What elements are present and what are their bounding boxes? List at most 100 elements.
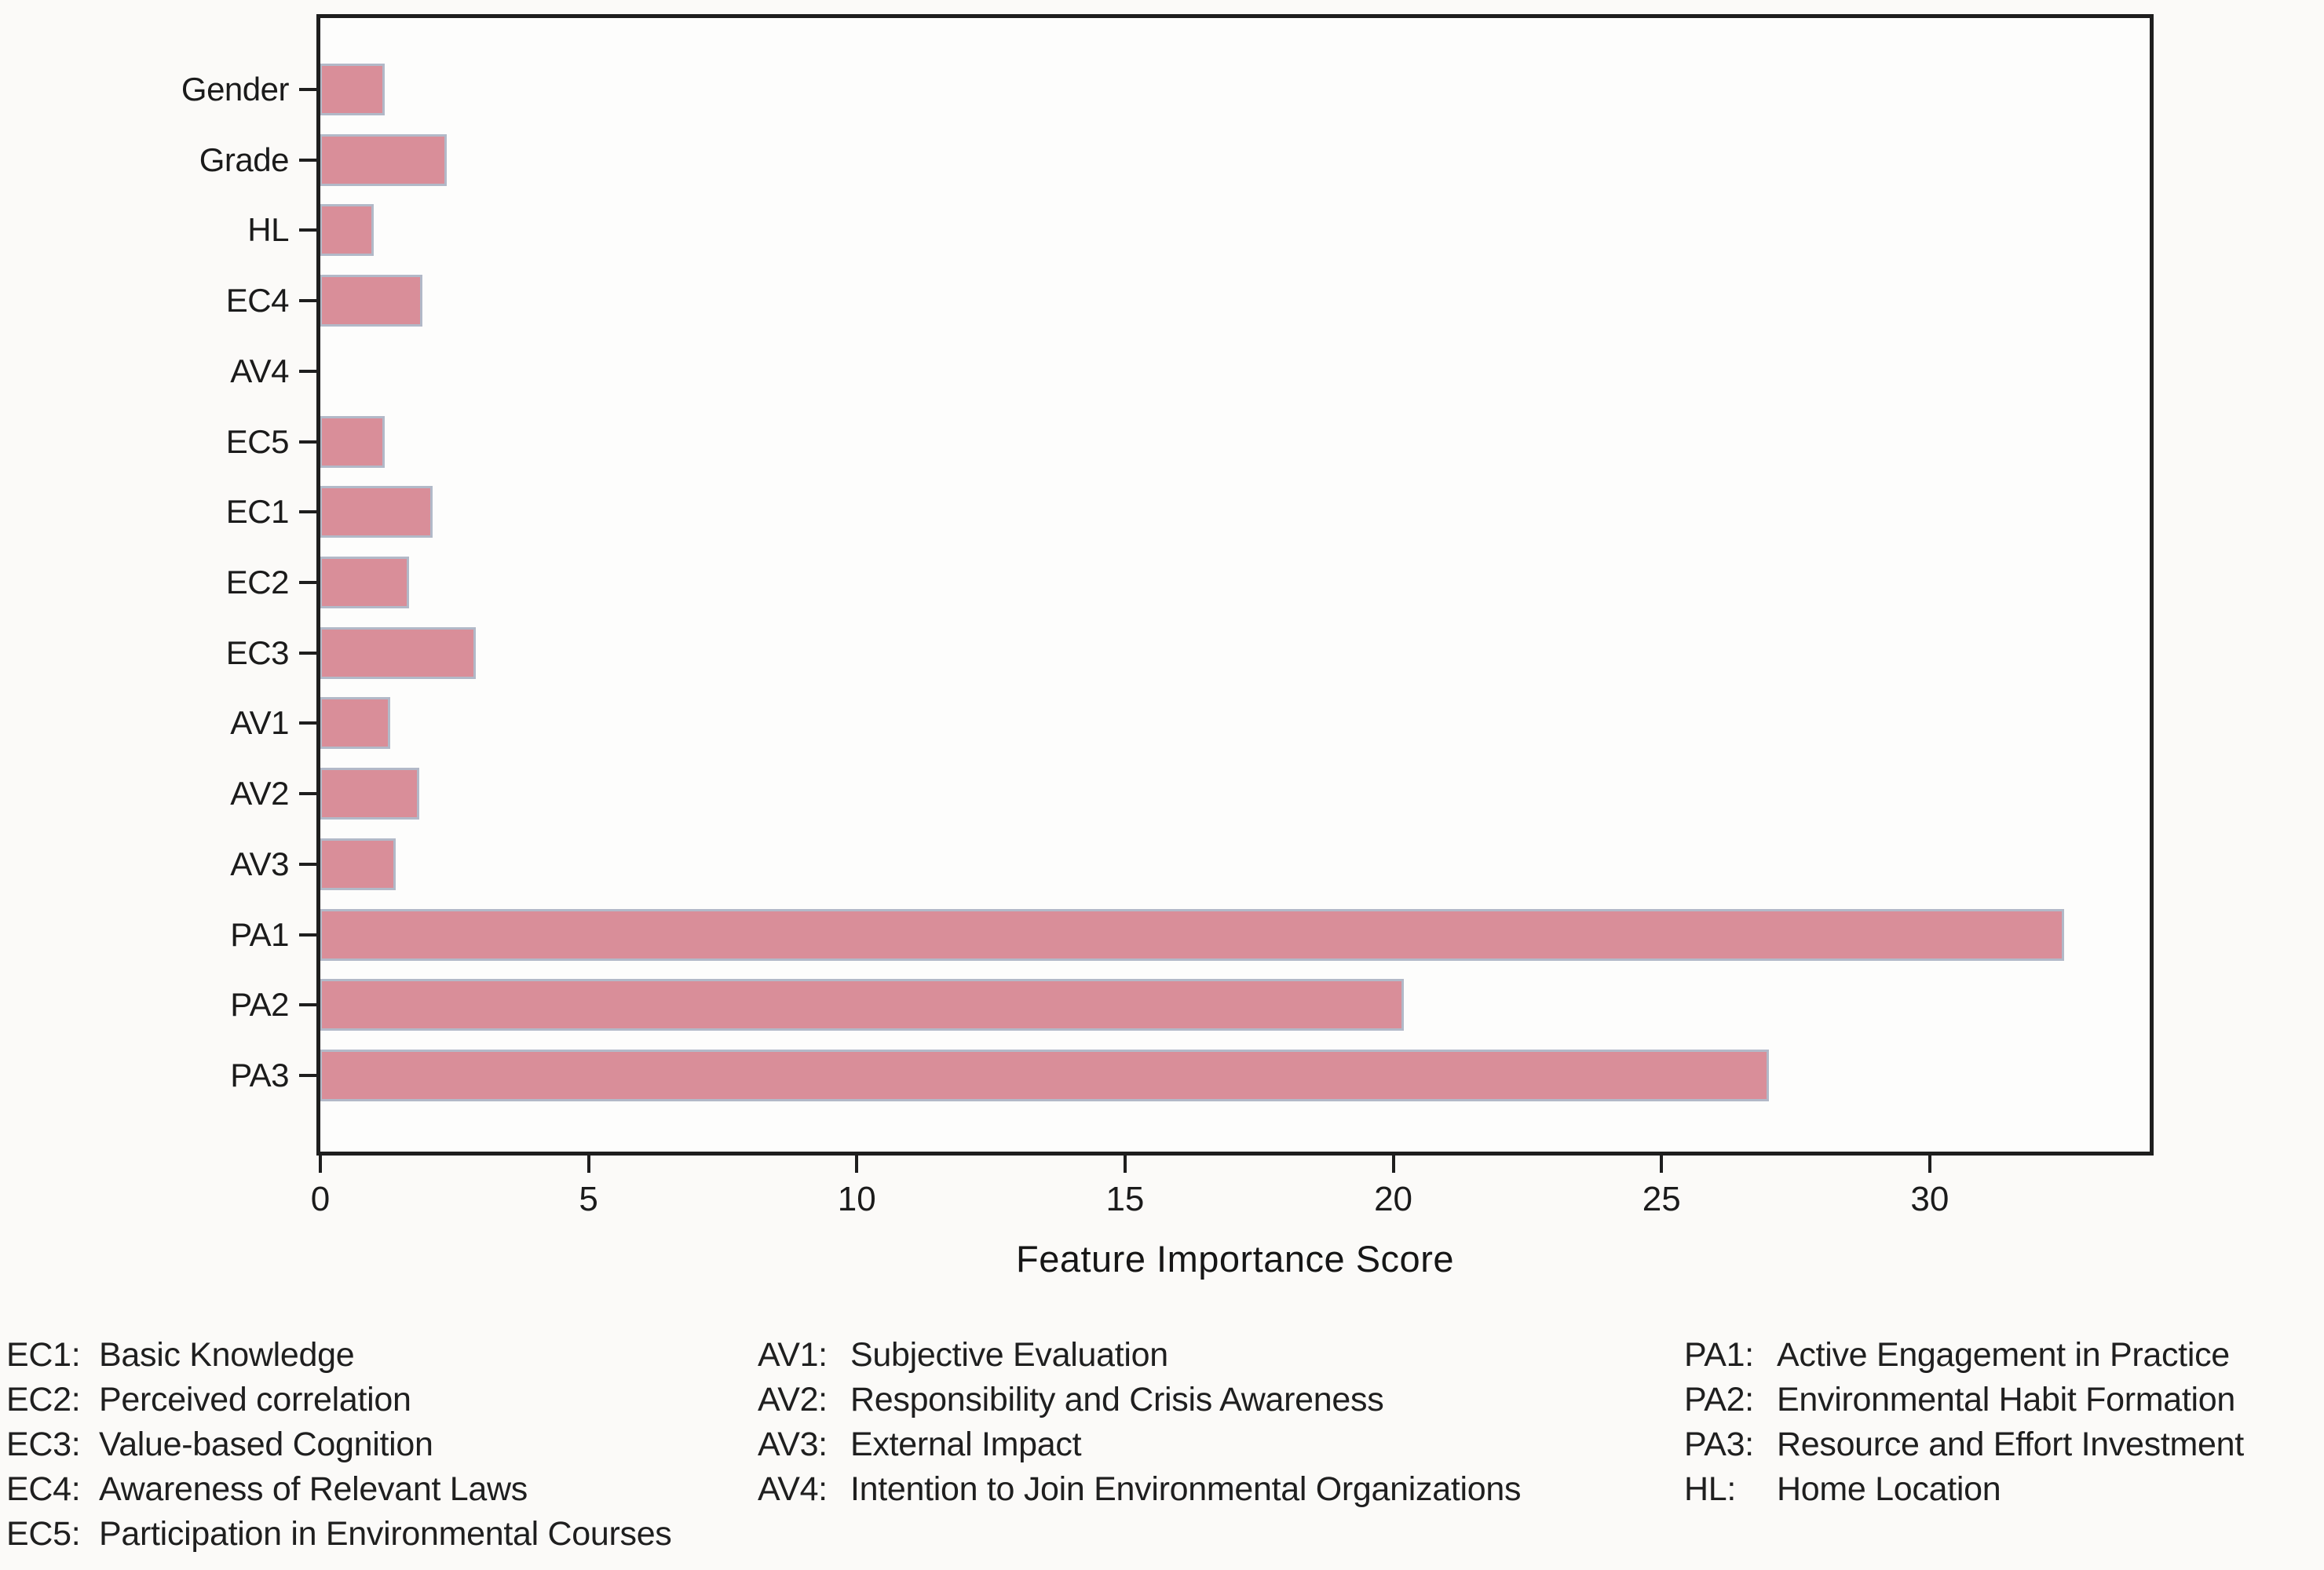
bar-PA1 (320, 908, 2064, 961)
legend-item-code: HL: (1684, 1470, 1737, 1508)
legend-column-3: PA1: Active Engagement in Practice PA2: Env… (1684, 1333, 2244, 1512)
y-tick-PA2 (299, 1003, 316, 1007)
bar-EC4 (320, 275, 422, 327)
legend-item-label: External Impact (850, 1426, 1082, 1463)
legend-item-code: EC4: (6, 1470, 81, 1508)
x-tick-25 (1660, 1156, 1664, 1173)
x-tick-label-5: 5 (579, 1180, 598, 1218)
legend-item-AV4: AV4: Intention to Join Environmental Orga… (758, 1467, 1521, 1512)
y-tick-EC5 (299, 440, 316, 444)
legend-column-2: AV1: Subjective Evaluation AV2: Responsibil… (758, 1333, 1521, 1512)
y-tick-label-EC1: EC1 (225, 493, 290, 531)
bar-EC3 (320, 626, 477, 679)
legend-item-HL: HL: Home Location (1684, 1467, 2244, 1512)
bar-AV2 (320, 768, 420, 820)
legend-item-label: Home Location (1777, 1470, 2001, 1508)
bar-PA3 (320, 1049, 1769, 1101)
y-tick-label-EC4: EC4 (225, 282, 290, 319)
y-tick-AV3 (299, 862, 316, 866)
legend-item-label: Active Engagement in Practice (1777, 1336, 2230, 1374)
y-tick-label-EC5: EC5 (225, 422, 290, 460)
plot-area (316, 14, 2154, 1156)
legend-item-code: AV3: (758, 1426, 828, 1463)
legend-item-code: EC1: (6, 1336, 81, 1374)
y-tick-AV2 (299, 792, 316, 796)
legend-item-label: Responsibility and Crisis Awareness (850, 1381, 1384, 1418)
legend-item-PA3: PA3: Resource and Effort Investment (1684, 1422, 2244, 1467)
y-tick-label-AV4: AV4 (230, 352, 289, 389)
bar-Gender (320, 64, 385, 115)
legend-item-EC1: EC1: Basic Knowledge (6, 1333, 672, 1378)
y-tick-label-EC2: EC2 (225, 563, 290, 601)
legend-item-label: Resource and Effort Investment (1777, 1426, 2244, 1463)
bar-EC2 (320, 556, 409, 608)
legend-item-label: Environmental Habit Formation (1777, 1381, 2235, 1418)
legend-item-label: Basic Knowledge (99, 1336, 355, 1374)
x-tick-label-20: 20 (1374, 1180, 1413, 1218)
legend-item-AV1: AV1: Subjective Evaluation (758, 1333, 1521, 1378)
y-tick-AV1 (299, 721, 316, 725)
legend-item-label: Intention to Join Environmental Organiza… (850, 1470, 1522, 1508)
bar-EC1 (320, 486, 433, 539)
y-tick-label-Gender: Gender (181, 71, 290, 108)
legend-item-code: EC3: (6, 1426, 81, 1463)
x-tick-5 (586, 1156, 590, 1173)
bar-PA2 (320, 979, 1405, 1031)
legend-item-label: Perceived correlation (99, 1381, 411, 1418)
legend-item-code: EC5: (6, 1515, 81, 1553)
bar-AV1 (320, 697, 390, 750)
legend-item-EC5: EC5: Participation in Environmental Cours… (6, 1512, 672, 1557)
legend-item-code: PA2: (1684, 1381, 1754, 1418)
y-tick-PA3 (299, 1073, 316, 1077)
bar-EC5 (320, 415, 385, 468)
y-tick-label-PA3: PA3 (230, 1056, 289, 1094)
y-tick-EC3 (299, 651, 316, 655)
bar-AV3 (320, 838, 396, 890)
legend-item-EC4: EC4: Awareness of Relevant Laws (6, 1467, 672, 1512)
y-tick-label-EC3: EC3 (225, 633, 290, 671)
y-tick-label-Grade: Grade (199, 141, 290, 178)
legend-item-code: AV1: (758, 1336, 828, 1374)
y-tick-EC2 (299, 580, 316, 584)
legend-item-code: PA3: (1684, 1426, 1754, 1463)
legend-item-code: PA1: (1684, 1336, 1754, 1374)
y-tick-EC1 (299, 510, 316, 514)
legend-item-PA2: PA2: Environmental Habit Formation (1684, 1378, 2244, 1422)
x-tick-label-25: 25 (1642, 1180, 1681, 1218)
legend-item-code: EC2: (6, 1381, 81, 1418)
bar-Grade (320, 133, 447, 186)
bar-HL (320, 204, 375, 257)
legend-item-code: AV2: (758, 1381, 828, 1418)
bars-layer (320, 18, 2150, 1152)
x-tick-label-30: 30 (1910, 1180, 1949, 1218)
x-tick-15 (1123, 1156, 1127, 1173)
x-tick-0 (319, 1156, 322, 1173)
legend-item-code: AV4: (758, 1470, 828, 1508)
y-tick-label-PA2: PA2 (230, 986, 289, 1024)
x-tick-label-10: 10 (837, 1180, 876, 1218)
legend-item-AV2: AV2: Responsibility and Crisis Awareness (758, 1378, 1521, 1422)
y-tick-PA1 (299, 933, 316, 937)
y-tick-label-AV2: AV2 (230, 775, 289, 812)
legend-item-EC2: EC2: Perceived correlation (6, 1378, 672, 1422)
x-tick-label-15: 15 (1105, 1180, 1145, 1218)
legend-item-label: Participation in Environmental Courses (99, 1515, 672, 1553)
legend-item-label: Subjective Evaluation (850, 1336, 1168, 1374)
legend-column-1: EC1: Basic Knowledge EC2: Perceived correla… (6, 1333, 672, 1557)
x-axis-title: Feature Importance Score (1016, 1238, 1454, 1280)
legend-item-label: Awareness of Relevant Laws (99, 1470, 528, 1508)
x-tick-label-0: 0 (310, 1180, 331, 1218)
y-tick-label-AV1: AV1 (230, 704, 289, 742)
y-tick-label-AV3: AV3 (230, 845, 289, 882)
y-tick-label-PA1: PA1 (230, 915, 289, 953)
y-tick-EC4 (299, 299, 316, 303)
legend-item-AV3: AV3: External Impact (758, 1422, 1521, 1467)
legend-item-EC3: EC3: Value-based Cognition (6, 1422, 672, 1467)
y-tick-Grade (299, 158, 316, 162)
y-tick-label-HL: HL (247, 211, 289, 249)
x-tick-10 (855, 1156, 859, 1173)
x-tick-20 (1391, 1156, 1395, 1173)
legend-item-label: Value-based Cognition (99, 1426, 433, 1463)
y-tick-Gender (299, 88, 316, 91)
